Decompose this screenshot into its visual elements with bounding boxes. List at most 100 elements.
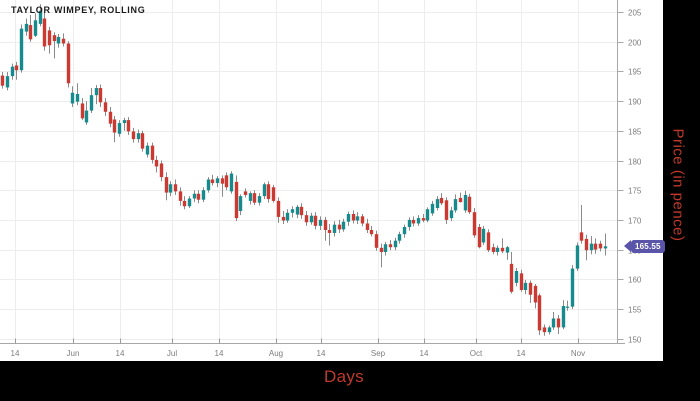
last-price-tag-arrow-icon <box>624 240 631 253</box>
up-candle <box>290 209 295 213</box>
up-candle <box>603 246 608 249</box>
up-candle <box>145 145 150 155</box>
tick-label: 14 <box>420 349 429 358</box>
down-candle <box>42 18 47 47</box>
up-candle <box>187 198 192 207</box>
up-candle <box>262 184 267 197</box>
tick-label: 14 <box>116 349 125 358</box>
up-candle <box>402 227 407 235</box>
tick-label: Jul <box>167 349 177 358</box>
down-candle <box>533 285 538 303</box>
tick-label: 175 <box>628 187 642 196</box>
down-candle <box>458 197 463 203</box>
down-candle <box>593 243 598 250</box>
down-candle <box>154 159 159 167</box>
up-candle <box>547 327 552 333</box>
down-candle <box>80 103 85 119</box>
down-candle <box>579 232 584 241</box>
up-candle <box>561 306 566 328</box>
down-candle <box>388 244 393 248</box>
down-candle <box>234 181 239 219</box>
down-candle <box>444 200 449 220</box>
down-candle <box>500 247 505 252</box>
up-candle <box>332 224 337 233</box>
down-candle <box>327 230 332 233</box>
down-candle <box>528 282 533 295</box>
down-candle <box>140 133 145 149</box>
down-candle <box>477 227 482 248</box>
down-candle <box>224 175 229 188</box>
up-candle <box>495 247 500 252</box>
up-candle <box>453 199 458 211</box>
up-candle <box>309 215 314 223</box>
up-candle <box>24 23 29 32</box>
up-candle <box>295 206 300 215</box>
up-candle <box>589 243 594 251</box>
down-candle <box>196 193 201 200</box>
up-candle <box>383 244 388 252</box>
up-candle <box>10 66 15 77</box>
down-candle <box>519 273 524 290</box>
down-candle <box>47 30 52 46</box>
up-candle <box>75 93 80 102</box>
up-candle <box>481 228 486 243</box>
up-candle <box>201 190 206 200</box>
tick-label: 205 <box>628 9 642 18</box>
down-candle <box>299 206 304 216</box>
tick-label: 150 <box>628 336 642 345</box>
up-candle <box>89 95 94 111</box>
tick-label: Oct <box>470 349 483 358</box>
up-candle <box>425 209 430 221</box>
down-candle <box>252 193 257 203</box>
tick-label: 180 <box>628 158 642 167</box>
down-candle <box>509 263 514 292</box>
up-candle <box>33 20 38 36</box>
tick-label: 170 <box>628 217 642 226</box>
up-candle <box>514 270 519 283</box>
up-candle <box>84 110 89 123</box>
up-candle <box>117 123 122 134</box>
up-candle <box>449 210 454 219</box>
down-candle <box>379 247 384 252</box>
last-price-tag: 165.55 <box>624 239 665 253</box>
down-candle <box>281 216 286 221</box>
tick-label: 14 <box>517 349 526 358</box>
tick-label: 155 <box>628 306 642 315</box>
up-candle <box>318 219 323 226</box>
tick-label: 190 <box>628 98 642 107</box>
up-candle <box>435 199 440 209</box>
up-candle <box>248 193 253 201</box>
up-candle <box>355 216 360 221</box>
tick-label: Jun <box>67 349 80 358</box>
down-candle <box>182 200 187 207</box>
up-candle <box>192 193 197 199</box>
down-candle <box>61 38 66 44</box>
up-candle <box>416 218 421 224</box>
down-candle <box>360 216 365 224</box>
tick-label: 160 <box>628 276 642 285</box>
up-candle <box>70 92 75 104</box>
down-candle <box>266 184 271 200</box>
down-candle <box>220 178 225 184</box>
y-axis-title: Price (in pence) <box>669 128 687 242</box>
tick-label: Nov <box>571 349 585 358</box>
down-candle <box>337 224 342 230</box>
up-candle <box>285 212 290 221</box>
up-candle <box>94 88 99 96</box>
up-candle <box>122 120 127 124</box>
tick-label: 14 <box>317 349 326 358</box>
tick-label: Aug <box>269 349 283 358</box>
up-candle <box>5 76 10 88</box>
down-candle <box>467 196 472 213</box>
down-candle <box>374 234 379 248</box>
down-candle <box>0 75 5 86</box>
down-candle <box>472 212 477 236</box>
tick-label: 200 <box>628 39 642 48</box>
down-candle <box>14 65 19 71</box>
down-candle <box>365 223 370 230</box>
tick-label: 185 <box>628 128 642 137</box>
x-axis-title: Days <box>324 367 364 386</box>
down-candle <box>304 215 309 223</box>
down-candle <box>66 43 71 84</box>
down-candle <box>351 213 356 221</box>
